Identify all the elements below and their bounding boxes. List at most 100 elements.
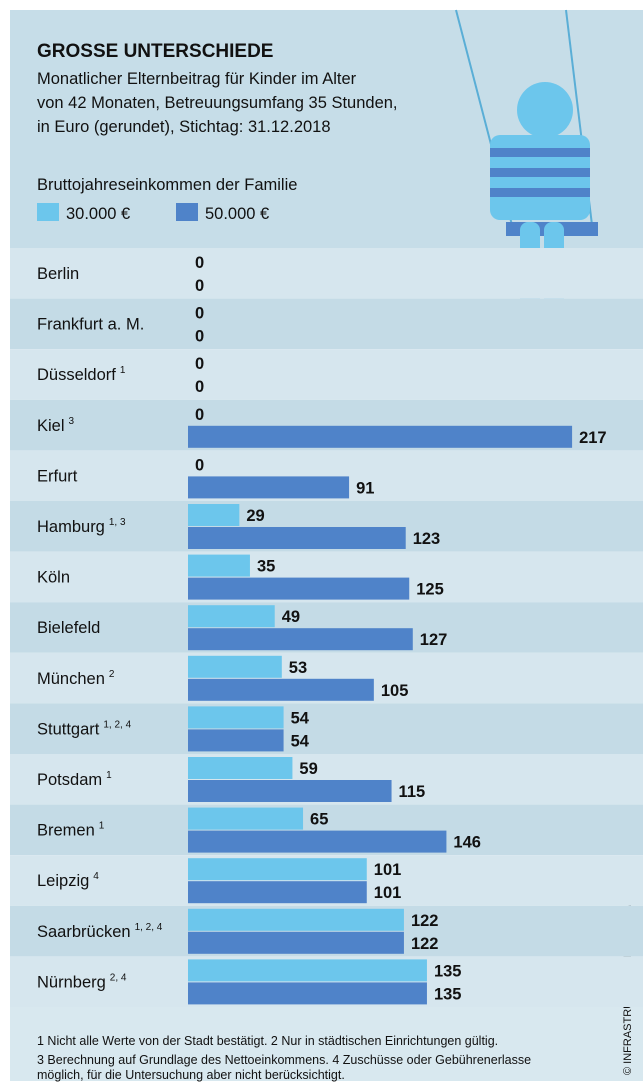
value-label: 65 — [310, 811, 328, 829]
value-label: 101 — [374, 884, 402, 902]
category-name: Düsseldorf — [37, 366, 116, 384]
footnote-mark: 3 — [69, 416, 75, 427]
bar — [188, 881, 367, 904]
bar — [188, 931, 404, 954]
category-label: Frankfurt a. M. — [37, 316, 144, 334]
footnote: möglich, für die Untersuchung aber nicht… — [37, 1068, 345, 1082]
bar — [188, 729, 284, 752]
row-background — [10, 248, 643, 299]
category-label: Leipzig 4 — [37, 871, 99, 890]
category-label: Köln — [37, 569, 70, 587]
bar — [188, 807, 304, 830]
category-label: Stuttgart 1, 2, 4 — [37, 719, 132, 738]
category-label: Kiel 3 — [37, 416, 75, 435]
row-background — [10, 703, 643, 754]
category-label: Bielefeld — [37, 619, 100, 637]
subtitle: von 42 Monaten, Betreuungsumfang 35 Stun… — [37, 94, 398, 112]
value-label: 105 — [381, 682, 409, 700]
footnote-mark: 2, 4 — [110, 972, 127, 983]
category-name: Potsdam — [37, 771, 102, 789]
bar — [188, 780, 392, 802]
value-label: 91 — [356, 479, 374, 497]
row-background — [10, 298, 643, 350]
value-label: 54 — [291, 709, 310, 727]
category-name: Erfurt — [37, 467, 78, 485]
category-name: Kiel — [37, 417, 65, 435]
value-label: 122 — [411, 935, 439, 953]
bar — [188, 425, 573, 448]
category-name: Frankfurt a. M. — [37, 316, 144, 334]
footnote-mark: 2 — [109, 669, 115, 680]
value-label: 53 — [289, 659, 307, 677]
category-name: Hamburg — [37, 518, 105, 536]
stripe — [490, 148, 590, 157]
bar — [188, 577, 410, 600]
bar — [188, 504, 240, 526]
footnote: 1 Nicht alle Werte von der Stadt bestäti… — [37, 1034, 498, 1048]
value-label: 35 — [257, 558, 275, 576]
value-label: 123 — [413, 530, 441, 548]
value-label: 0 — [195, 277, 204, 295]
value-label: 0 — [195, 406, 204, 424]
illustration — [455, 9, 598, 322]
value-label: 59 — [299, 760, 317, 778]
value-label: 0 — [195, 328, 204, 346]
value-label: 146 — [453, 834, 481, 852]
bar — [188, 959, 427, 982]
body — [490, 135, 590, 220]
value-label: 0 — [195, 456, 204, 474]
bar — [188, 908, 404, 931]
bar — [188, 605, 275, 628]
stripe — [490, 168, 590, 177]
bar — [188, 628, 413, 651]
row-background — [10, 349, 643, 400]
category-name: Bremen — [37, 822, 95, 840]
value-label: 125 — [416, 581, 444, 599]
category-label: Erfurt — [37, 467, 78, 485]
value-label: 101 — [374, 861, 402, 879]
legend-title: Bruttojahreseinkommen der Familie — [37, 176, 297, 194]
category-name: Saarbrücken — [37, 923, 131, 941]
value-label: 49 — [282, 608, 300, 626]
bar — [188, 830, 447, 853]
bar — [188, 982, 427, 1005]
category-label: Hamburg 1, 3 — [37, 517, 126, 536]
category-label: Potsdam 1 — [37, 770, 112, 789]
footnote: 3 Berechnung auf Grundlage des Nettoeink… — [37, 1053, 531, 1067]
value-label: 122 — [411, 912, 439, 930]
value-label: 0 — [195, 378, 204, 396]
legend-label: 30.000 € — [66, 205, 130, 223]
value-label: 0 — [195, 355, 204, 373]
value-label: 135 — [434, 985, 462, 1003]
value-label: 0 — [195, 305, 204, 323]
category-name: Bielefeld — [37, 619, 100, 637]
head — [517, 82, 573, 138]
bar — [188, 554, 250, 577]
bar — [188, 678, 374, 701]
footnote-mark: 1, 2, 4 — [103, 719, 131, 730]
bar — [188, 655, 282, 678]
value-label: 115 — [399, 783, 426, 801]
category-label: Nürnberg 2, 4 — [37, 972, 127, 991]
value-label: 217 — [579, 429, 607, 447]
category-label: Berlin — [37, 265, 79, 283]
category-label: Saarbrücken 1, 2, 4 — [37, 922, 163, 941]
category-name: München — [37, 670, 105, 688]
category-name: Nürnberg — [37, 973, 106, 991]
value-label: 135 — [434, 962, 462, 980]
footnote-mark: 1 — [120, 365, 126, 376]
footer-background — [10, 1007, 643, 1081]
category-label: Bremen 1 — [37, 821, 105, 840]
footnote-mark: 1, 2, 4 — [135, 922, 163, 933]
footnote-mark: 1, 3 — [109, 517, 126, 528]
category-label: München 2 — [37, 669, 115, 688]
chart-title: GROSSE UNTERSCHIEDE — [37, 41, 273, 62]
bar — [188, 757, 293, 779]
subtitle: Monatlicher Elternbeitrag für Kinder im … — [37, 70, 357, 88]
value-label: 127 — [420, 631, 448, 649]
stripe — [490, 188, 590, 197]
bar — [188, 476, 350, 499]
footnote-mark: 1 — [99, 821, 105, 832]
